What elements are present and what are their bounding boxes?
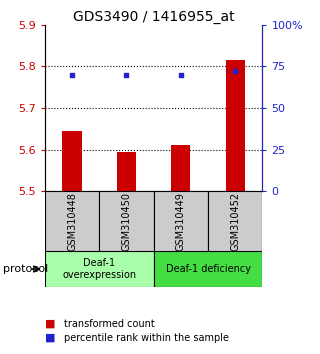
- Text: GSM310452: GSM310452: [230, 192, 240, 251]
- Title: GDS3490 / 1416955_at: GDS3490 / 1416955_at: [73, 10, 235, 24]
- Point: [233, 69, 238, 74]
- Bar: [99, 191, 154, 251]
- Bar: [117, 152, 136, 191]
- Text: percentile rank within the sample: percentile rank within the sample: [64, 333, 229, 343]
- Bar: [226, 60, 245, 191]
- Text: GSM310450: GSM310450: [121, 192, 132, 251]
- Text: Deaf-1
overexpression: Deaf-1 overexpression: [62, 258, 136, 280]
- Text: ■: ■: [45, 319, 55, 329]
- Bar: [171, 145, 190, 191]
- Text: GSM310448: GSM310448: [67, 192, 77, 251]
- Bar: [45, 191, 99, 251]
- Bar: [45, 251, 154, 287]
- Text: ■: ■: [45, 333, 55, 343]
- Bar: [62, 131, 82, 191]
- Text: protocol: protocol: [3, 264, 48, 274]
- Text: transformed count: transformed count: [64, 319, 155, 329]
- Bar: [154, 191, 208, 251]
- Text: GSM310449: GSM310449: [176, 192, 186, 251]
- Bar: [154, 251, 262, 287]
- Point: [69, 72, 75, 78]
- Point: [124, 72, 129, 78]
- Text: Deaf-1 deficiency: Deaf-1 deficiency: [165, 264, 251, 274]
- Point: [178, 72, 183, 78]
- Bar: [208, 191, 262, 251]
